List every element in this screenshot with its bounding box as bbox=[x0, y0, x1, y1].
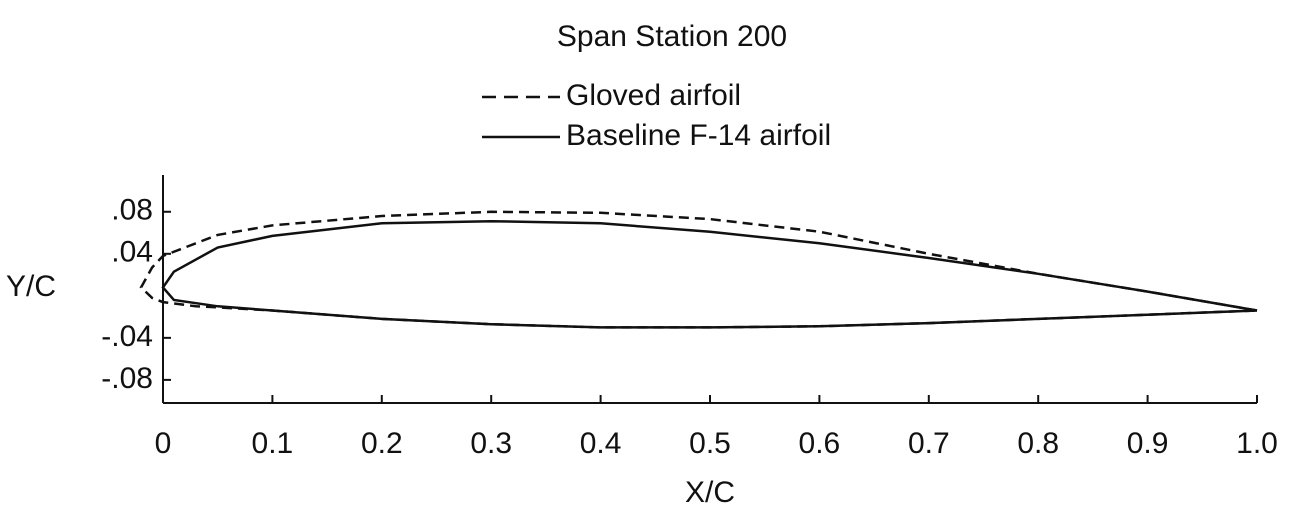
x-axis-label: X/C bbox=[685, 476, 735, 509]
x-tick-label: 0.3 bbox=[470, 427, 512, 460]
x-tick-label: 0.5 bbox=[689, 427, 731, 460]
y-tick-label: .08 bbox=[111, 194, 153, 227]
x-tick-label: 1.0 bbox=[1236, 427, 1278, 460]
x-tick-label: 0.4 bbox=[580, 427, 622, 460]
chart-title: Span Station 200 bbox=[557, 20, 787, 53]
y-tick-label: -.04 bbox=[101, 320, 153, 353]
legend-label: Gloved airfoil bbox=[566, 79, 741, 112]
y-tick-label: .04 bbox=[111, 236, 153, 269]
legend-label: Baseline F-14 airfoil bbox=[566, 119, 831, 152]
y-axis-label: Y/C bbox=[6, 270, 56, 303]
x-tick-label: 0.8 bbox=[1017, 427, 1059, 460]
x-tick-label: 0.6 bbox=[799, 427, 841, 460]
x-tick-label: 0.2 bbox=[361, 427, 403, 460]
x-tick-label: 0.1 bbox=[252, 427, 294, 460]
x-tick-label: 0.7 bbox=[908, 427, 950, 460]
x-tick-label: 0.9 bbox=[1127, 427, 1169, 460]
airfoil-line bbox=[139, 210, 1258, 329]
airfoil-line bbox=[161, 219, 1258, 329]
y-tick-label: -.08 bbox=[101, 362, 153, 395]
x-tick-label: 0 bbox=[155, 427, 172, 460]
